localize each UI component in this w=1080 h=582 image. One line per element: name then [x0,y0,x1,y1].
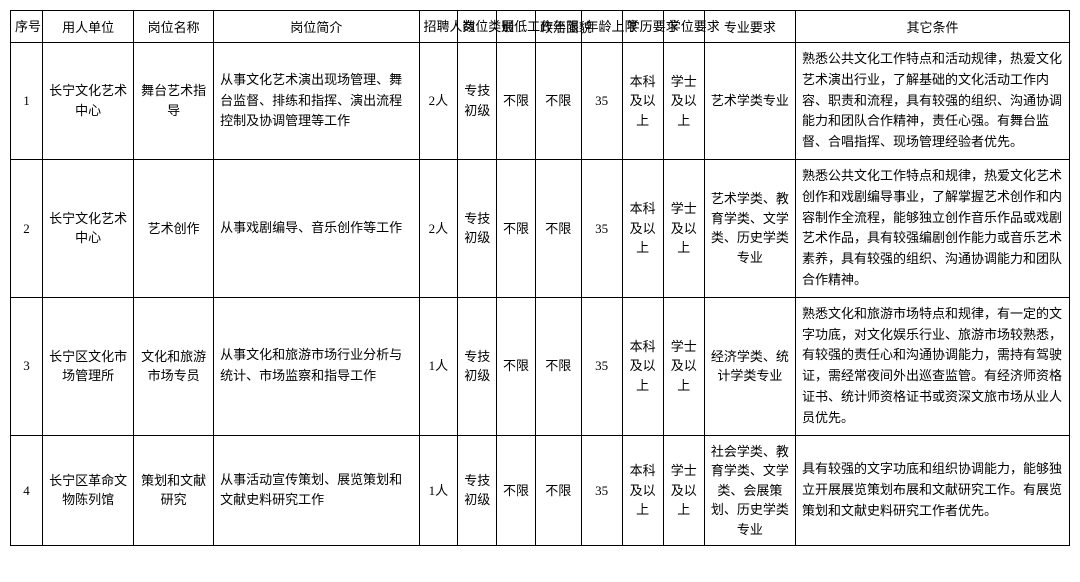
cell-pol: 不限 [535,43,581,160]
cell-deg: 学士及以上 [663,159,704,297]
cell-maj: 社会学类、教育学类、文学类、会展策划、历史学类专业 [704,435,795,546]
cell-year: 不限 [497,159,536,297]
cell-seq: 3 [11,297,43,435]
cell-pol: 不限 [535,435,581,546]
cell-cat: 专技初级 [458,297,497,435]
table-row: 4长宁区革命文物陈列馆策划和文献研究从事活动宣传策划、展览策划和文献史料研究工作… [11,435,1070,546]
hdr-year: 最低工作年限 [497,11,536,43]
hdr-dept: 用人单位 [42,11,133,43]
cell-dept: 长宁文化艺术中心 [42,159,133,297]
table-body: 1长宁文化艺术中心舞台艺术指导从事文化艺术演出现场管理、舞台监督、排练和指挥、演… [11,43,1070,546]
cell-year: 不限 [497,297,536,435]
hdr-seq: 序号 [11,11,43,43]
cell-other: 熟悉文化和旅游市场特点和规律，有一定的文字功底，对文化娱乐行业、旅游市场较熟悉，… [796,297,1070,435]
cell-other: 熟悉公共文化工作特点和活动规律，热爱文化艺术演出行业，了解基础的文化活动工作内容… [796,43,1070,160]
cell-num: 2人 [419,43,458,160]
hdr-pol: 政治面貌 [535,11,581,43]
hdr-desc: 岗位简介 [214,11,419,43]
cell-edu: 本科及以上 [622,297,663,435]
hdr-num: 招聘人数 [419,11,458,43]
cell-age: 35 [581,159,622,297]
cell-maj: 艺术学类、教育学类、文学类、历史学类专业 [704,159,795,297]
cell-pol: 不限 [535,297,581,435]
cell-cat: 专技初级 [458,159,497,297]
hdr-other: 其它条件 [796,11,1070,43]
cell-maj: 经济学类、统计学类专业 [704,297,795,435]
cell-pol: 不限 [535,159,581,297]
hdr-post: 岗位名称 [134,11,214,43]
cell-post: 艺术创作 [134,159,214,297]
table-row: 1长宁文化艺术中心舞台艺术指导从事文化艺术演出现场管理、舞台监督、排练和指挥、演… [11,43,1070,160]
cell-seq: 4 [11,435,43,546]
cell-desc: 从事活动宣传策划、展览策划和文献史料研究工作 [214,435,419,546]
table-row: 2长宁文化艺术中心艺术创作从事戏剧编导、音乐创作等工作2人专技初级不限不限35本… [11,159,1070,297]
cell-deg: 学士及以上 [663,43,704,160]
hdr-deg: 学位要求 [663,11,704,43]
recruitment-table: 序号 用人单位 岗位名称 岗位简介 招聘人数 岗位类别 最低工作年限 政治面貌 … [10,10,1070,546]
cell-edu: 本科及以上 [622,43,663,160]
cell-seq: 1 [11,43,43,160]
cell-edu: 本科及以上 [622,159,663,297]
cell-other: 熟悉公共文化工作特点和规律，热爱文化艺术创作和戏剧编导事业，了解掌握艺术创作和内… [796,159,1070,297]
cell-deg: 学士及以上 [663,297,704,435]
cell-age: 35 [581,43,622,160]
cell-desc: 从事文化艺术演出现场管理、舞台监督、排练和指挥、演出流程控制及协调管理等工作 [214,43,419,160]
cell-year: 不限 [497,43,536,160]
table-row: 3长宁区文化市场管理所文化和旅游市场专员从事文化和旅游市场行业分析与统计、市场监… [11,297,1070,435]
table-header-row: 序号 用人单位 岗位名称 岗位简介 招聘人数 岗位类别 最低工作年限 政治面貌 … [11,11,1070,43]
cell-seq: 2 [11,159,43,297]
cell-dept: 长宁区文化市场管理所 [42,297,133,435]
cell-other: 具有较强的文字功底和组织协调能力，能够独立开展展览策划布展和文献研究工作。有展览… [796,435,1070,546]
cell-deg: 学士及以上 [663,435,704,546]
cell-cat: 专技初级 [458,43,497,160]
cell-edu: 本科及以上 [622,435,663,546]
cell-year: 不限 [497,435,536,546]
cell-dept: 长宁文化艺术中心 [42,43,133,160]
cell-post: 策划和文献研究 [134,435,214,546]
cell-dept: 长宁区革命文物陈列馆 [42,435,133,546]
cell-desc: 从事戏剧编导、音乐创作等工作 [214,159,419,297]
hdr-cat: 岗位类别 [458,11,497,43]
cell-cat: 专技初级 [458,435,497,546]
cell-age: 35 [581,435,622,546]
cell-num: 1人 [419,297,458,435]
cell-age: 35 [581,297,622,435]
cell-maj: 艺术学类专业 [704,43,795,160]
hdr-edu: 学历要求 [622,11,663,43]
hdr-age: 年龄上限 [581,11,622,43]
cell-post: 舞台艺术指导 [134,43,214,160]
cell-num: 2人 [419,159,458,297]
cell-num: 1人 [419,435,458,546]
cell-post: 文化和旅游市场专员 [134,297,214,435]
cell-desc: 从事文化和旅游市场行业分析与统计、市场监察和指导工作 [214,297,419,435]
